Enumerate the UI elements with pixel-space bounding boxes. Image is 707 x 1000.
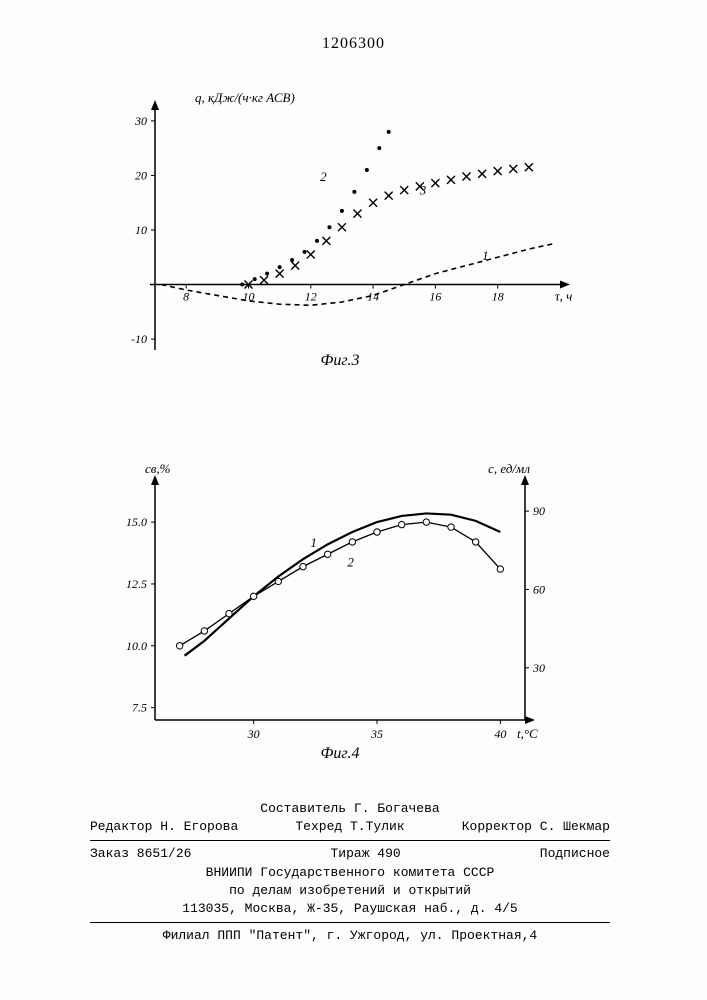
svg-text:t,°С: t,°С: [517, 726, 538, 741]
org-line-2: по делам изобретений и открытий: [90, 882, 610, 900]
editor: Редактор Н. Егорова: [90, 818, 238, 836]
order-row: Заказ 8651/26 Тираж 490 Подписное: [90, 845, 610, 863]
svg-text:2: 2: [320, 169, 327, 184]
svg-text:90: 90: [533, 504, 545, 518]
svg-text:30: 30: [247, 727, 260, 741]
svg-text:60: 60: [533, 582, 545, 596]
svg-text:30: 30: [532, 661, 545, 675]
svg-text:св,%: св,%: [145, 461, 171, 476]
footer-block: Составитель Г. Богачева Редактор Н. Егор…: [90, 800, 610, 945]
svg-text:7.5: 7.5: [132, 701, 147, 715]
address-line: 113035, Москва, Ж-35, Раушская наб., д. …: [90, 900, 610, 918]
svg-text:15.0: 15.0: [126, 515, 147, 529]
figure-4-caption: Фиг.4: [95, 745, 585, 763]
svg-text:8: 8: [183, 290, 189, 304]
order-number: Заказ 8651/26: [90, 845, 191, 863]
credits-row: Редактор Н. Егорова Техред Т.Тулик Корре…: [90, 818, 610, 836]
document-id: 1206300: [0, 35, 707, 53]
org-line-1: ВНИИПИ Государственного комитета СССР: [90, 864, 610, 882]
svg-text:10: 10: [135, 223, 147, 237]
techred: Техред Т.Тулик: [295, 818, 404, 836]
svg-text:20: 20: [135, 168, 147, 182]
svg-text:12: 12: [305, 290, 317, 304]
divider: [90, 840, 610, 841]
podpisnoe: Подписное: [540, 845, 610, 863]
svg-text:16: 16: [429, 290, 441, 304]
svg-text:12.5: 12.5: [126, 577, 147, 591]
svg-text:с, ед/мл: с, ед/мл: [488, 461, 530, 476]
svg-text:18: 18: [492, 290, 504, 304]
svg-text:1: 1: [482, 248, 489, 263]
svg-text:3: 3: [419, 183, 427, 198]
svg-text:1: 1: [310, 535, 317, 550]
svg-text:q, кДж/(ч·кг АСВ): q, кДж/(ч·кг АСВ): [195, 90, 295, 105]
svg-text:35: 35: [370, 727, 383, 741]
corrector: Корректор С. Шекмар: [462, 818, 610, 836]
svg-text:10.0: 10.0: [126, 639, 147, 653]
svg-text:-10: -10: [131, 332, 147, 346]
figure-4-chart: 7.5 10.0 12.5 15.0 30 60 90 30 35 40 св,% с, ед/мл t…: [95, 455, 585, 755]
tirazh: Тираж 490: [330, 845, 400, 863]
compiler-line: Составитель Г. Богачева: [90, 800, 610, 818]
svg-text:30: 30: [134, 114, 147, 128]
branch-line: Филиал ППП "Патент", г. Ужгород, ул. Про…: [90, 927, 610, 945]
svg-text:τ, ч: τ, ч: [555, 289, 572, 304]
divider: [90, 922, 610, 923]
figure-3-caption: Фиг.3: [95, 352, 585, 370]
svg-text:2: 2: [347, 555, 354, 570]
svg-text:40: 40: [494, 727, 506, 741]
figure-3-chart: -1010203081012141618q, кДж/(ч·кг АСВ)τ, …: [95, 80, 585, 380]
